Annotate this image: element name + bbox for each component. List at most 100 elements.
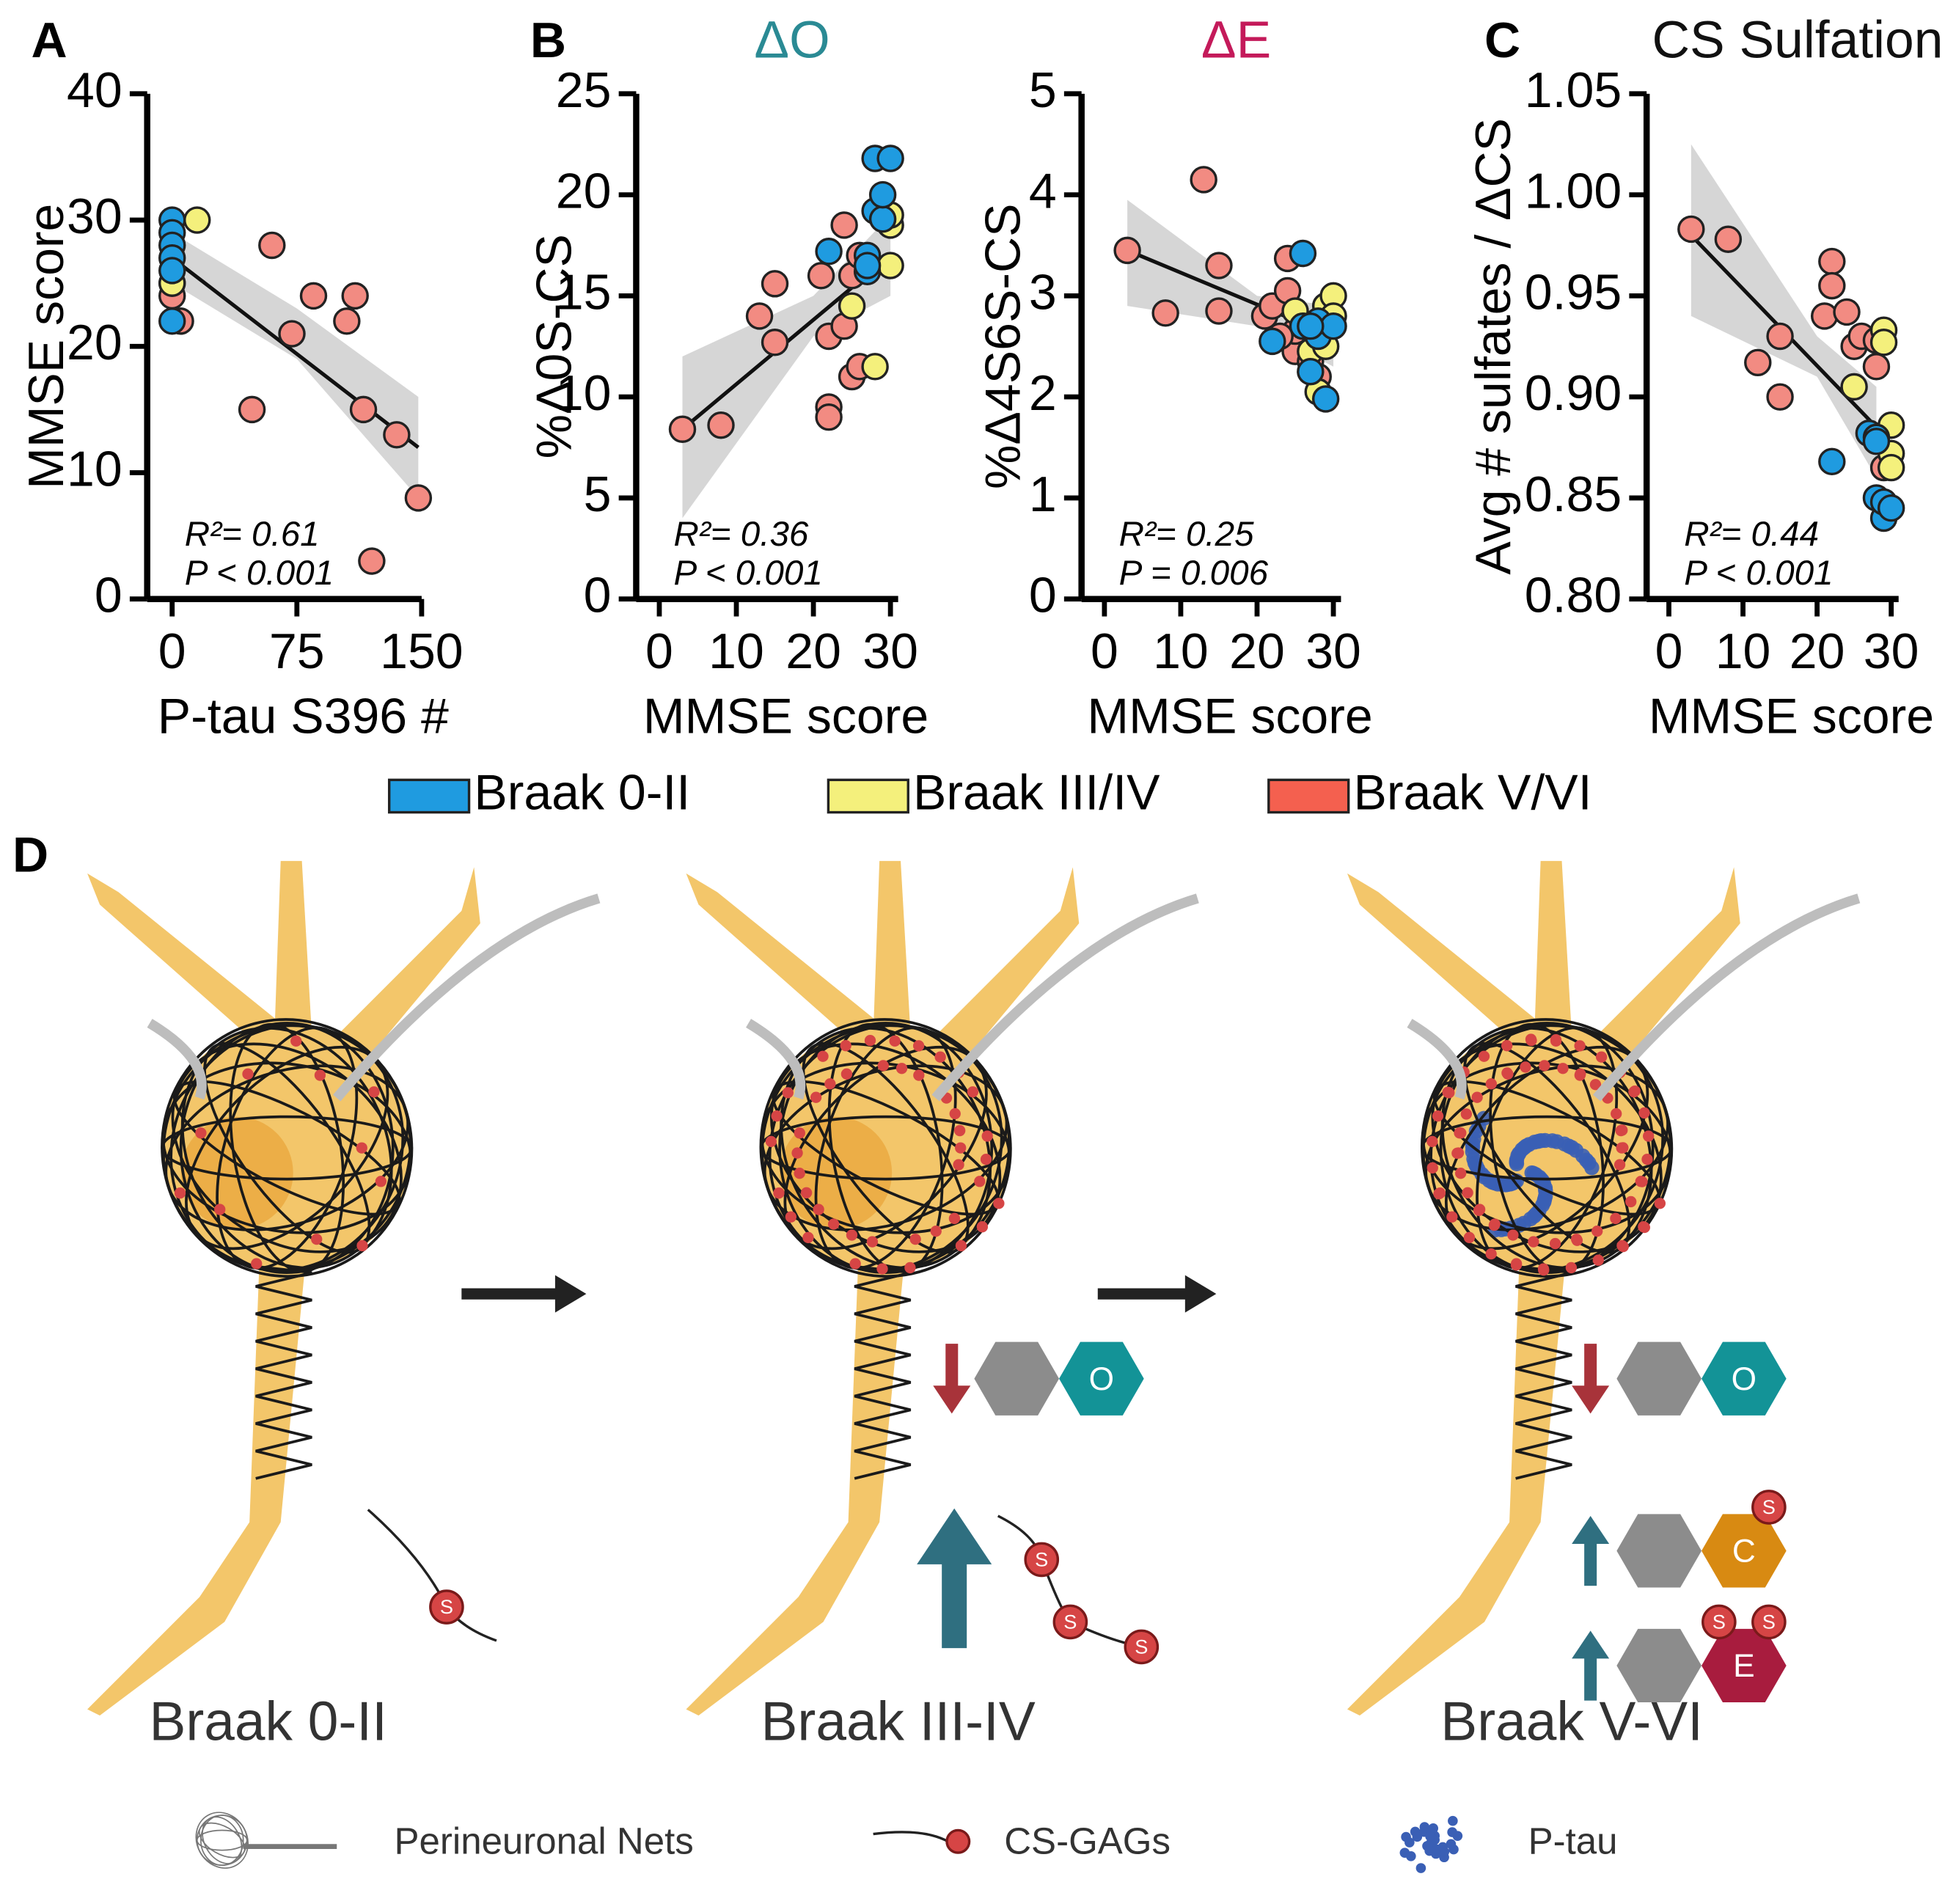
cs-gag-dot — [1550, 1033, 1562, 1046]
data-point — [299, 282, 328, 310]
y-tick-label: 20 — [67, 315, 122, 370]
cs-gag-dot — [1642, 1130, 1655, 1142]
x-tick-label: 75 — [269, 623, 325, 679]
cs-gag-dot — [1638, 1221, 1651, 1234]
cs-gag-dot — [909, 1233, 921, 1245]
p-tau-particle — [1484, 1174, 1500, 1190]
cs-gag-dot — [976, 1221, 989, 1233]
data-point — [1818, 247, 1846, 276]
hexagon-c — [1702, 1514, 1787, 1588]
confidence-band — [1691, 144, 1877, 478]
legend-icon-ptau — [1404, 1837, 1415, 1848]
cs-gag-dot — [1426, 1162, 1438, 1173]
p-tau-particle — [1536, 1194, 1552, 1209]
cs-gag-dot — [1636, 1176, 1648, 1187]
cs-gag-dot — [876, 1263, 888, 1275]
data-point — [707, 411, 735, 439]
cs-gag-dot — [314, 1069, 326, 1081]
legend-icon-net — [199, 1815, 244, 1866]
dendrite — [686, 873, 880, 1049]
neuron: Braak 0-II — [87, 860, 601, 1751]
data-point — [761, 329, 789, 356]
data-point — [238, 395, 266, 424]
sulfate-label: S — [1762, 1610, 1776, 1633]
cs-gag-dot — [1538, 1264, 1550, 1276]
data-point — [861, 353, 889, 381]
cs-gag-dot — [1641, 1154, 1653, 1165]
y-tick-label: 0.85 — [1525, 466, 1622, 522]
cs-gag-dot — [980, 1154, 992, 1165]
x-axis-label: MMSE score — [1649, 689, 1934, 744]
legend-icon-ptau — [1446, 1839, 1457, 1850]
p-tau-particle — [1509, 1154, 1524, 1170]
legend-icon-ptau — [1406, 1850, 1416, 1861]
y-tick-label: 3 — [1029, 264, 1057, 320]
data-point — [1205, 252, 1233, 279]
data-point — [1151, 299, 1179, 327]
data-point — [868, 180, 897, 209]
cs-gag-dot — [955, 1142, 967, 1154]
cs-gag-dot — [1471, 1091, 1483, 1103]
cs-gag-dot — [889, 1035, 901, 1047]
dendrite — [87, 873, 281, 1049]
p-tau-particle — [1534, 1173, 1550, 1189]
cs-gag-chain — [367, 1509, 497, 1642]
p-tau-particle — [1564, 1140, 1580, 1155]
axon — [87, 1260, 306, 1716]
y-tick-label: 4 — [1029, 164, 1057, 219]
stat-annotation: P < 0.001 — [673, 554, 822, 593]
dendrite — [274, 860, 312, 1036]
stat-annotation: R²= 0.61 — [185, 515, 320, 554]
x-tick-label: 30 — [1864, 623, 1919, 679]
data-point — [668, 415, 697, 443]
legend-label: Perineuronal Nets — [394, 1820, 693, 1862]
data-point — [807, 262, 835, 290]
sulfate — [1751, 1490, 1787, 1525]
y-tick-label: 10 — [67, 441, 122, 497]
data-point — [745, 302, 774, 330]
cs-gag-dot — [782, 1087, 794, 1099]
data-point — [358, 547, 386, 575]
neuron: Braak V-VI — [1347, 860, 1861, 1751]
hexagon — [1616, 1628, 1702, 1703]
cs-gag-dot — [827, 1218, 840, 1230]
y-tick-label: 1 — [1029, 466, 1057, 522]
dendrite — [1534, 860, 1572, 1036]
p-tau-particle — [1545, 1133, 1560, 1149]
cs-gag-dot — [1460, 1108, 1473, 1120]
axon — [1347, 1260, 1566, 1716]
legend-icon-ptau — [1425, 1831, 1435, 1842]
x-tick-label: 30 — [862, 623, 918, 679]
data-point — [1862, 353, 1891, 381]
p-tau-particle — [1533, 1133, 1549, 1149]
y-tick-label: 20 — [556, 164, 612, 219]
cs-gag-dot — [849, 1258, 861, 1270]
y-tick-label: 2 — [1029, 365, 1057, 421]
change-arrow — [1572, 1344, 1610, 1414]
sulfate-label: S — [1063, 1610, 1077, 1633]
data-point — [278, 320, 306, 348]
chart-title: ΔO — [754, 11, 829, 70]
data-point — [158, 307, 186, 335]
stat-annotation: P = 0.006 — [1119, 554, 1269, 593]
legend-swatch — [387, 778, 471, 814]
cs-gag-dot — [1539, 1060, 1550, 1072]
data-point — [1259, 327, 1286, 356]
p-tau-particle — [1581, 1155, 1597, 1171]
data-point — [815, 403, 843, 431]
cs-gag-dot — [1454, 1127, 1465, 1139]
cs-gag-dot — [1432, 1110, 1444, 1122]
sulfate — [1052, 1604, 1088, 1640]
data-point — [383, 421, 411, 449]
cs-gag-dot — [1654, 1198, 1666, 1209]
legend-label: CS-GAGs — [1004, 1820, 1171, 1862]
cs-gag-dot — [1507, 1229, 1519, 1241]
legend-swatch — [1267, 778, 1350, 814]
y-tick-label: 30 — [67, 188, 122, 244]
legend-icon-ptau — [1412, 1831, 1423, 1842]
cs-gag-dot — [375, 1176, 387, 1187]
data-point — [1818, 447, 1846, 476]
x-tick-label: 10 — [708, 623, 764, 679]
